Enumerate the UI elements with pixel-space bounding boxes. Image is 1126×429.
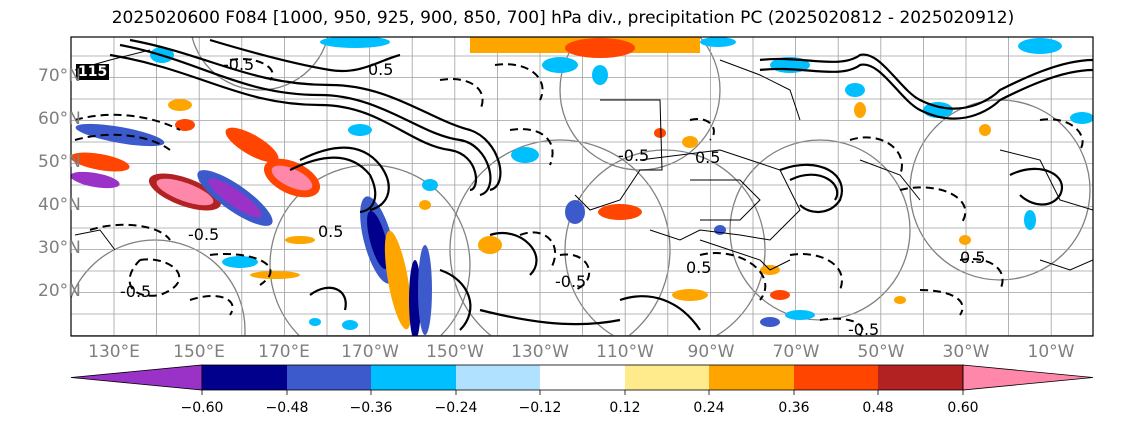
latitude-label: 30°N: [38, 238, 81, 258]
colorbar-tick-label: 0.36: [778, 400, 810, 416]
colorbar: [70, 364, 1094, 395]
colorbar-tick-label: −0.60: [180, 400, 224, 416]
colorbar-extend-high: [962, 364, 1094, 391]
map-frame: [70, 36, 1094, 337]
great-circle-arc: [191, 37, 329, 91]
latitude-label: 50°N: [38, 152, 81, 172]
corner-mark: 115: [76, 64, 110, 80]
colorbar-tick-label: 0.24: [693, 400, 725, 416]
longitude-label: 130°E: [88, 342, 140, 362]
longitude-label: 150°E: [173, 342, 225, 362]
contour-label: 0.5: [686, 258, 712, 277]
negative-contours: [74, 58, 1084, 336]
colorbar-tick-label: 0.48: [862, 400, 894, 416]
longitude-label: 10°W: [1027, 342, 1075, 362]
positive-contours: [109, 38, 1093, 331]
colorbar-tick-label: −0.48: [265, 400, 309, 416]
colorbar-segment: [709, 365, 794, 390]
colorbar-frame: [201, 364, 964, 391]
contour-label: -0.5: [555, 272, 587, 291]
colorbar-tick-label: −0.24: [434, 400, 478, 416]
longitude-label: 90°W: [687, 342, 735, 362]
colorbar-segment: [625, 365, 709, 390]
contour-label: 0.5: [960, 248, 986, 267]
colorbar-segment: [878, 365, 963, 390]
contour-label: -0.5: [188, 225, 220, 244]
longitude-label: 130°W: [511, 342, 569, 362]
colorbar-segment: [794, 365, 878, 390]
contour-label: -0.5: [848, 320, 880, 339]
great-circle-arc: [71, 239, 246, 336]
longitude-label: 50°W: [857, 342, 905, 362]
colorbar-tick-label: 0.12: [609, 400, 641, 416]
longitude-label: 150°W: [426, 342, 484, 362]
map-title: 2025020600 F084 [1000, 950, 925, 900, 85…: [111, 8, 1015, 28]
longitude-label: 170°E: [258, 342, 310, 362]
contour-label: -0.5: [223, 55, 255, 74]
latitude-label: 60°N: [38, 109, 81, 129]
colorbar-tick-label: −0.12: [518, 400, 562, 416]
contour-label: -0.5: [120, 282, 152, 301]
contour-label: 0.5: [695, 148, 721, 167]
contour-label: -0.5: [618, 146, 650, 165]
colorbar-segment: [287, 365, 371, 390]
colorbar-tick-label: −0.36: [349, 400, 393, 416]
colorbar-segment: [540, 365, 625, 390]
colorbar-segment: [456, 365, 540, 390]
latitude-label: 70°N: [38, 66, 81, 86]
colorbar-tick-label: 0.60: [947, 400, 979, 416]
latitude-label: 20°N: [38, 281, 81, 301]
longitude-label: 110°W: [596, 342, 654, 362]
contour-label: 0.5: [368, 60, 394, 79]
latitude-label: 40°N: [38, 195, 81, 215]
longitude-label: 70°W: [772, 342, 820, 362]
longitude-label: 170°W: [341, 342, 399, 362]
colorbar-segment: [371, 365, 456, 390]
colorbar-segment: [202, 365, 287, 390]
great-circle-arc: [449, 139, 671, 336]
contour-label: 0.5: [318, 222, 344, 241]
colorbar-extend-low: [70, 364, 203, 391]
great-circle-arc: [564, 149, 766, 336]
longitude-label: 30°W: [942, 342, 990, 362]
